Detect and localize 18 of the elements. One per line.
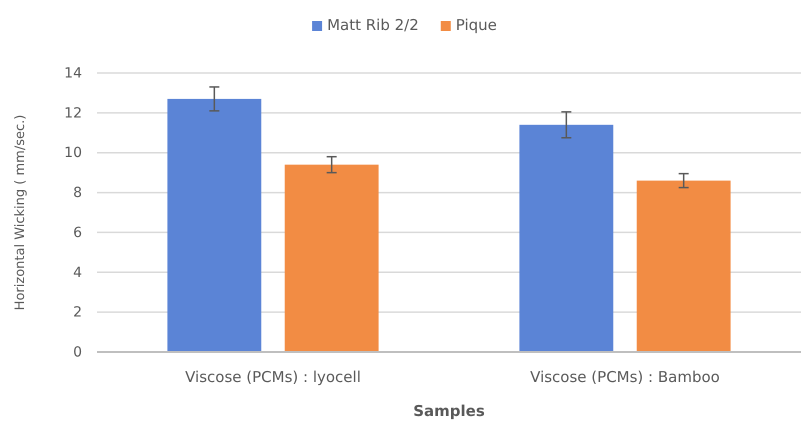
x-axis-title: Samples — [413, 402, 485, 420]
y-tick-label: 0 — [73, 344, 82, 360]
bar — [167, 98, 262, 352]
bar — [284, 164, 379, 352]
legend-label: Pique — [456, 16, 497, 34]
y-tick-label: 4 — [73, 264, 82, 281]
y-axis-title: Horizontal Wicking ( mm/sec.) — [13, 114, 28, 310]
x-tick-label: Viscose (PCMs) : lyocell — [185, 368, 361, 386]
y-tick-label: 2 — [73, 304, 82, 321]
y-tick-label: 12 — [64, 105, 82, 122]
x-tick-label: Viscose (PCMs) : Bamboo — [530, 368, 720, 386]
bar — [519, 124, 614, 352]
bar — [636, 180, 731, 352]
y-tick-label: 14 — [64, 65, 82, 82]
y-tick-label: 10 — [64, 145, 82, 162]
legend-label: Matt Rib 2/2 — [327, 16, 419, 34]
y-tick-label: 8 — [73, 185, 82, 202]
y-tick-label: 6 — [73, 224, 82, 241]
